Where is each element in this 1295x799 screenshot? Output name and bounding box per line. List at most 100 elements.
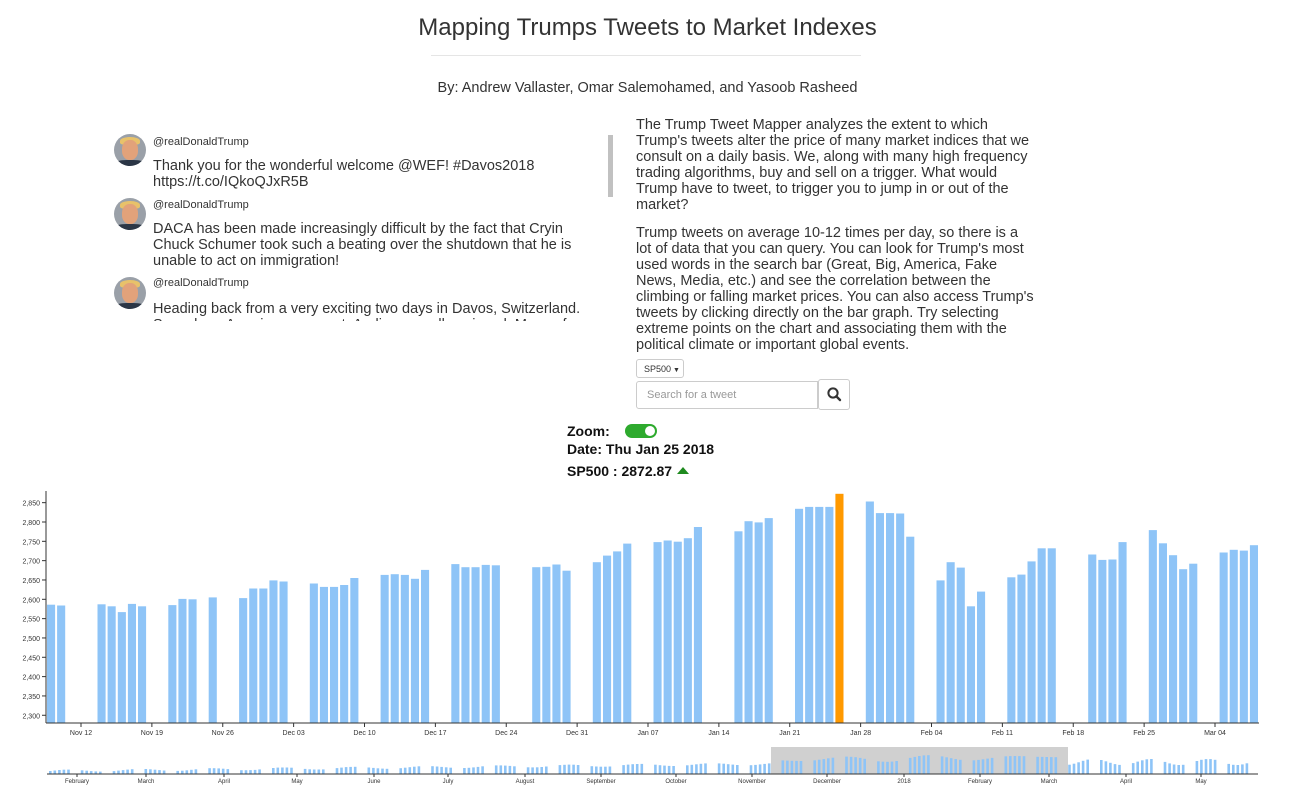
- bar[interactable]: [1169, 555, 1177, 723]
- bar[interactable]: [1159, 543, 1167, 723]
- bar[interactable]: [401, 575, 409, 723]
- bar[interactable]: [613, 551, 621, 723]
- price-chart[interactable]: 2,300 2,350 2,400 2,450 2,500 2,550 2,600 2,650…: [0, 485, 1295, 795]
- caret-down-icon: ▼: [673, 367, 680, 374]
- bar[interactable]: [411, 579, 419, 723]
- overview-navigator[interactable]: February March April May June July August Septe…: [47, 747, 1258, 785]
- bar[interactable]: [815, 507, 823, 723]
- bar[interactable]: [654, 542, 662, 723]
- bar[interactable]: [542, 567, 550, 723]
- bar[interactable]: [1038, 548, 1046, 723]
- bar[interactable]: [825, 507, 833, 723]
- bar[interactable]: [168, 605, 176, 723]
- bar[interactable]: [623, 544, 631, 723]
- bar[interactable]: [593, 562, 601, 723]
- bar[interactable]: [381, 575, 389, 723]
- bar[interactable]: [1149, 530, 1157, 723]
- x-tick-label: Dec 10: [353, 730, 375, 737]
- bar[interactable]: [532, 567, 540, 723]
- search-input[interactable]: [636, 381, 818, 409]
- bar[interactable]: [1007, 577, 1015, 723]
- overview-bar: [813, 760, 816, 774]
- bar[interactable]: [340, 585, 348, 723]
- bar[interactable]: [1230, 550, 1238, 723]
- bar[interactable]: [1098, 560, 1106, 723]
- bar[interactable]: [755, 522, 763, 723]
- bar[interactable]: [603, 556, 611, 723]
- bar[interactable]: [947, 562, 955, 723]
- zoom-toggle[interactable]: [625, 424, 657, 438]
- bar-highlighted[interactable]: [835, 494, 843, 723]
- bar[interactable]: [552, 565, 560, 724]
- bar[interactable]: [1108, 560, 1116, 724]
- bar[interactable]: [461, 567, 469, 723]
- bar[interactable]: [249, 589, 257, 724]
- x-tick-label: Dec 03: [283, 730, 305, 737]
- bar[interactable]: [664, 541, 672, 724]
- bar[interactable]: [563, 571, 571, 723]
- overview-bar: [986, 759, 989, 774]
- bar[interactable]: [886, 513, 894, 723]
- bar[interactable]: [967, 606, 975, 723]
- bar[interactable]: [128, 604, 136, 723]
- bar[interactable]: [876, 513, 884, 723]
- bar[interactable]: [280, 582, 288, 724]
- bar[interactable]: [1189, 564, 1197, 723]
- bar[interactable]: [866, 502, 874, 724]
- bar[interactable]: [209, 597, 217, 723]
- bar[interactable]: [189, 599, 197, 723]
- bar[interactable]: [1048, 548, 1056, 723]
- bar[interactable]: [350, 578, 358, 723]
- bar[interactable]: [472, 567, 480, 723]
- bar[interactable]: [937, 580, 945, 723]
- bar[interactable]: [1220, 553, 1228, 724]
- bar[interactable]: [694, 527, 702, 723]
- bar[interactable]: [1088, 555, 1096, 724]
- bar[interactable]: [1017, 575, 1025, 723]
- tweet-feed-scrollbar[interactable]: [608, 135, 613, 197]
- bar[interactable]: [1119, 542, 1127, 723]
- bar[interactable]: [320, 587, 328, 723]
- bar[interactable]: [310, 584, 318, 724]
- bar[interactable]: [957, 568, 965, 723]
- bar[interactable]: [674, 542, 682, 723]
- bar[interactable]: [108, 606, 116, 723]
- overview-bar: [449, 768, 452, 774]
- bar[interactable]: [330, 587, 338, 723]
- tweet-text: Thank you for the wonderful welcome @WEF…: [153, 158, 598, 190]
- bar[interactable]: [745, 521, 753, 723]
- overview-bar: [559, 765, 562, 774]
- bar[interactable]: [482, 565, 490, 723]
- overview-bar: [54, 771, 57, 775]
- bar[interactable]: [391, 574, 399, 723]
- bar[interactable]: [1250, 545, 1258, 723]
- bar[interactable]: [906, 537, 914, 723]
- tweet-feed[interactable]: @realDonaldTrump Thank you for the wonde…: [110, 128, 608, 321]
- bar[interactable]: [239, 598, 247, 723]
- bar[interactable]: [47, 605, 55, 723]
- bar[interactable]: [896, 514, 904, 724]
- bar[interactable]: [269, 580, 277, 723]
- bar[interactable]: [451, 564, 459, 723]
- bar[interactable]: [118, 612, 126, 723]
- bar[interactable]: [1240, 551, 1248, 723]
- bar[interactable]: [684, 538, 692, 723]
- bar[interactable]: [765, 518, 773, 723]
- bar[interactable]: [977, 592, 985, 723]
- bar[interactable]: [492, 565, 500, 723]
- bar[interactable]: [421, 570, 429, 723]
- bar[interactable]: [795, 509, 803, 723]
- bar[interactable]: [805, 507, 813, 723]
- overview-tick-label: August: [516, 779, 535, 785]
- index-dropdown[interactable]: SP500 ▼: [636, 359, 684, 378]
- bar[interactable]: [98, 604, 106, 723]
- search-button[interactable]: [818, 379, 850, 410]
- bar[interactable]: [178, 599, 186, 723]
- bar[interactable]: [734, 531, 742, 723]
- bar[interactable]: [1179, 569, 1187, 723]
- bars-group[interactable]: [47, 494, 1258, 723]
- bar[interactable]: [1028, 561, 1036, 723]
- bar[interactable]: [138, 606, 146, 723]
- bar[interactable]: [57, 606, 65, 724]
- bar[interactable]: [259, 589, 267, 724]
